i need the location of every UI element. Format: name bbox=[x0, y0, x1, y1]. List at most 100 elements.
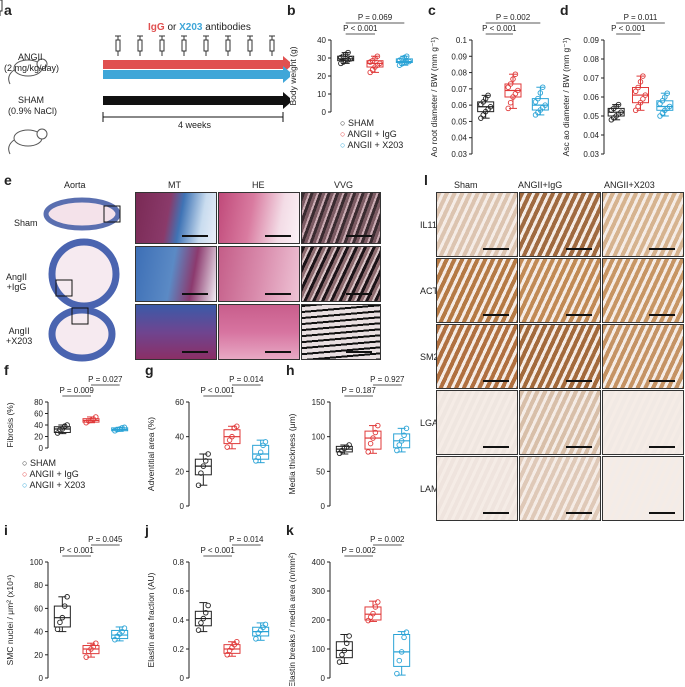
y-tick-label: 20 bbox=[34, 651, 43, 660]
data-point bbox=[632, 107, 639, 114]
l-col-igg: ANGII+IgG bbox=[518, 180, 563, 190]
data-point bbox=[64, 594, 70, 600]
p-value-label: P = 0.187 bbox=[342, 386, 377, 395]
y-tick-label: 0 bbox=[321, 502, 326, 511]
y-tick-label: 100 bbox=[312, 645, 326, 654]
chart-j: 0 0.2 0.4 0.6 0.8 Elastin area fraction (AU) P… bbox=[146, 535, 270, 683]
y-tick-label: 0 bbox=[39, 444, 44, 453]
row-label-sham: Sham bbox=[14, 218, 38, 228]
data-point bbox=[635, 84, 641, 91]
y-tick-label: 0.06 bbox=[451, 101, 467, 110]
ihc-tile-lgals3-1 bbox=[519, 390, 601, 455]
data-point bbox=[535, 95, 541, 102]
data-point bbox=[336, 659, 343, 665]
p-value-label: P < 0.001 bbox=[201, 386, 236, 395]
panel-label-k: k bbox=[286, 522, 294, 538]
data-point bbox=[618, 109, 624, 115]
data-point bbox=[637, 79, 644, 85]
chart-d: 0.03 0.04 0.05 0.06 0.07 0.08 0.09 Asc ao diame… bbox=[561, 13, 674, 159]
y-axis-label: Fibrosis (%) bbox=[5, 402, 15, 448]
ihc-tile-il11-0 bbox=[436, 192, 518, 257]
data-point bbox=[510, 76, 516, 82]
y-tick-label: 0.03 bbox=[583, 150, 599, 159]
data-point bbox=[398, 649, 405, 655]
panel-label-d: d bbox=[560, 2, 569, 18]
data-point bbox=[542, 102, 548, 108]
data-point bbox=[403, 425, 410, 432]
antibody-title: IgG or X203 antibodies bbox=[148, 22, 251, 33]
data-point bbox=[370, 610, 376, 617]
data-point bbox=[480, 112, 487, 118]
vvg-sham-tile bbox=[301, 192, 381, 244]
y-tick-label: 0.04 bbox=[451, 134, 467, 143]
l-row-lamp2: LAMP2 bbox=[420, 484, 450, 494]
row-label-angii-igg: AngII +IgG bbox=[6, 272, 28, 292]
data-point bbox=[662, 94, 668, 100]
data-point bbox=[394, 670, 400, 677]
antibodies-label: antibodies bbox=[202, 22, 251, 33]
data-point bbox=[205, 451, 211, 457]
data-point bbox=[234, 638, 240, 645]
data-point bbox=[666, 103, 673, 110]
y-tick-label: 60 bbox=[34, 604, 43, 613]
y-tick-label: 0 bbox=[180, 674, 185, 683]
data-point bbox=[406, 58, 412, 65]
ihc-tile-lamp2-1 bbox=[519, 456, 601, 521]
col-header-aorta: Aorta bbox=[64, 180, 86, 190]
y-tick-label: 0.8 bbox=[173, 558, 185, 567]
y-axis-label: Ao root diameter / BW (mm g⁻¹) bbox=[429, 37, 439, 157]
data-point bbox=[54, 626, 61, 633]
panel-label-a: a bbox=[4, 2, 12, 18]
data-point bbox=[403, 53, 410, 59]
y-tick-label: 0.08 bbox=[583, 55, 599, 64]
data-point bbox=[505, 105, 511, 112]
p-value-label: P < 0.001 bbox=[201, 546, 236, 555]
p-value-label: P = 0.002 bbox=[370, 535, 405, 544]
data-point bbox=[515, 87, 521, 94]
data-point bbox=[262, 621, 269, 628]
data-point bbox=[367, 440, 374, 447]
sham-dose: (0.9% NaCl) bbox=[8, 106, 58, 116]
row-label-angii-x203: AngII +X203 bbox=[6, 326, 33, 346]
y-axis-label: Media thickness (μm) bbox=[287, 413, 297, 494]
data-point bbox=[403, 629, 410, 635]
chart-b: 0 10 20 30 40 Body weight (g) P = 0.069 P < 0.0… bbox=[288, 13, 413, 117]
l-col-x203: ANGII+X203 bbox=[604, 180, 655, 190]
data-point bbox=[339, 652, 345, 658]
y-tick-label: 200 bbox=[312, 616, 326, 625]
col-header-he: HE bbox=[252, 180, 265, 190]
p-value-label: P < 0.001 bbox=[60, 546, 95, 555]
y-tick-label: 60 bbox=[175, 398, 184, 407]
angii-label: ANGII bbox=[18, 52, 43, 62]
data-point bbox=[229, 433, 235, 440]
data-point bbox=[372, 429, 379, 436]
data-point bbox=[121, 424, 128, 431]
p-value-label: P = 0.927 bbox=[370, 375, 405, 384]
data-point bbox=[346, 442, 352, 448]
data-point bbox=[537, 90, 544, 96]
y-axis-label: Elastin breaks / media area (n/mm²) bbox=[287, 552, 297, 686]
panel-label-e: e bbox=[4, 172, 12, 188]
data-point bbox=[507, 99, 514, 106]
ihc-tile-sm22-1 bbox=[519, 324, 601, 389]
y-axis-label: Body weight (g) bbox=[288, 46, 298, 105]
y-tick-label: 100 bbox=[30, 558, 44, 567]
data-point bbox=[341, 647, 348, 654]
p-value-label: P = 0.045 bbox=[88, 535, 123, 544]
y-tick-label: 0.07 bbox=[451, 85, 467, 94]
angii-dose: (2 mg/kg/day) bbox=[4, 63, 60, 73]
y-tick-label: 150 bbox=[312, 398, 326, 407]
y-tick-label: 0.09 bbox=[583, 36, 599, 45]
y-tick-label: 300 bbox=[312, 587, 326, 596]
data-point bbox=[487, 104, 494, 110]
data-point bbox=[375, 422, 381, 429]
data-point bbox=[198, 470, 204, 476]
data-point bbox=[200, 615, 207, 622]
data-point bbox=[375, 599, 381, 605]
y-tick-label: 100 bbox=[312, 433, 326, 442]
l-row-sm22a: SM22α bbox=[420, 352, 449, 362]
chart-i: 0 20 40 60 80 100 SMC nuclei / μm² (x10⁴) P = 0… bbox=[5, 535, 129, 683]
he-x203-tile bbox=[218, 304, 300, 360]
y-tick-label: 0.04 bbox=[583, 131, 599, 140]
panel-label-c: c bbox=[428, 2, 436, 18]
